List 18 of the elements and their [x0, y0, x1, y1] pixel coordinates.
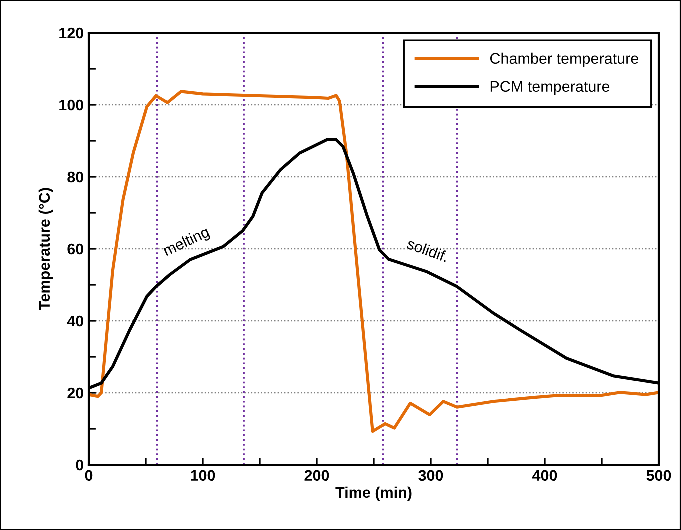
x-tick-label: 100 [191, 470, 216, 482]
y-axis-title: Temperature (°C) [38, 188, 54, 310]
y-tick-label: 60 [68, 244, 84, 255]
x-axis-title: Time (min) [336, 486, 412, 502]
y-tick-label: 80 [68, 172, 84, 183]
x-tick-label: 200 [304, 470, 330, 482]
y-tick-label: 100 [60, 100, 84, 111]
y-tick-label: 20 [68, 388, 84, 399]
x-tick-label: 400 [532, 470, 558, 482]
x-tick-label: 500 [646, 470, 672, 482]
y-tick-label: 120 [60, 28, 84, 39]
x-tick-label: 300 [418, 470, 444, 482]
y-tick-label: 40 [67, 316, 84, 327]
legend-label: PCM temperature [490, 81, 610, 96]
y-tick-label: 0 [76, 460, 84, 471]
legend-label: Chamber temperature [490, 52, 638, 68]
x-tick-label: 0 [85, 470, 93, 482]
annotation: solidif. [406, 238, 450, 263]
